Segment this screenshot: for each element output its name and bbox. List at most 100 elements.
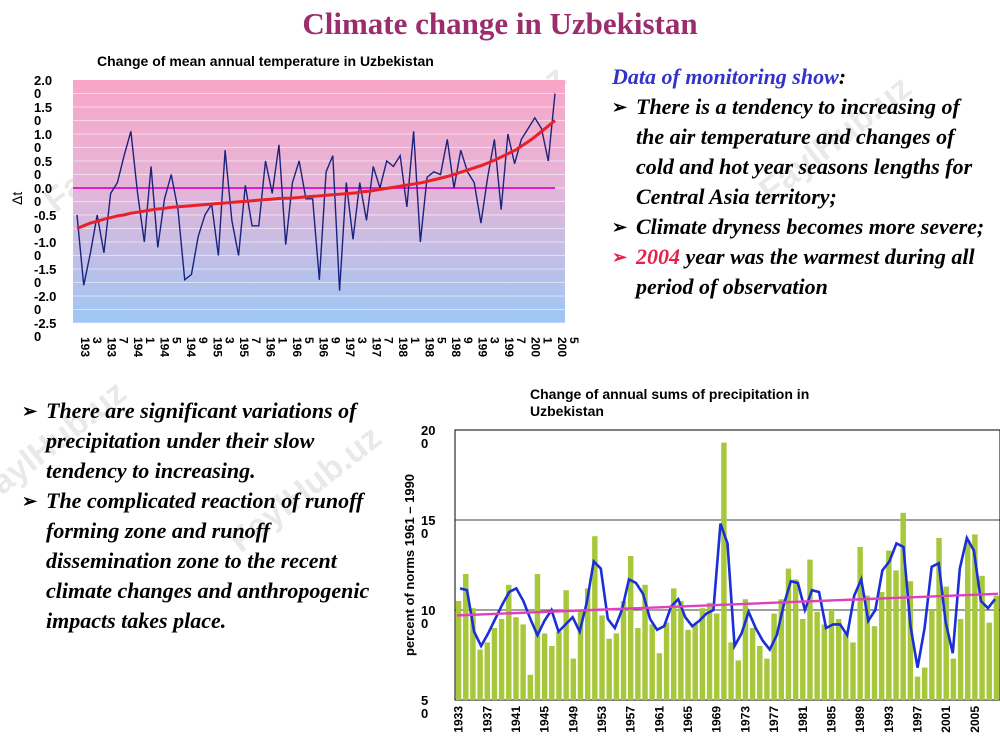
y-tick-label: 1.0 0 xyxy=(34,127,52,155)
y-tick-label: -2.0 0 xyxy=(34,289,56,317)
precipitation-bar xyxy=(893,570,899,700)
precipitation-bar xyxy=(484,642,490,700)
arrow-bullet-icon: ➢ xyxy=(22,401,38,421)
precipitation-bar xyxy=(663,622,670,700)
x-tick-label: 1997 xyxy=(502,337,528,357)
y-tick-label: 2.0 0 xyxy=(34,73,52,101)
x-tick-label: 2001 xyxy=(939,706,953,733)
x-tick-label: 1937 xyxy=(105,337,131,357)
precipitation-bar xyxy=(699,608,706,700)
x-tick-label: 2005 xyxy=(555,337,581,357)
precipitation-bar xyxy=(771,613,777,700)
precipitation-bar xyxy=(527,674,534,700)
monitoring-bullet: ➢ There is a tendency to increasing of th… xyxy=(612,94,973,209)
precipitation-bar xyxy=(986,622,992,700)
precipitation-bar xyxy=(878,592,885,700)
precipitation-bar xyxy=(570,658,577,700)
precipitation-bar xyxy=(900,512,906,700)
precipitation-bar xyxy=(943,586,949,700)
x-tick-label: 1969 xyxy=(710,706,724,733)
x-tick-label: 1957 xyxy=(237,337,263,357)
x-tick-label: 1933 xyxy=(78,337,104,357)
arrow-bullet-icon: ➢ xyxy=(22,491,38,511)
precipitation-bar xyxy=(498,619,505,700)
precipitation-bar xyxy=(843,633,849,700)
precipitation-bar xyxy=(678,601,684,700)
precipitation-bar xyxy=(577,610,584,700)
page-title: Climate change in Uzbekistan xyxy=(302,6,698,41)
precipitation-bar xyxy=(957,619,964,700)
precipitation-bar xyxy=(620,601,627,700)
precipitation-bar xyxy=(757,646,763,700)
precipitation-bar xyxy=(778,599,785,700)
temperature-chart-title: Change of mean annual temperature in Uzb… xyxy=(97,53,434,69)
precipitation-bar xyxy=(656,653,663,700)
x-tick-label: 1953 xyxy=(211,337,237,357)
precipitation-bar xyxy=(463,574,469,700)
precipitation-bar xyxy=(857,547,863,700)
precipitation-bar xyxy=(993,595,1000,700)
precipitation-bar xyxy=(749,628,756,700)
precipitation-bar xyxy=(627,556,634,700)
precipitation-bar xyxy=(592,536,598,700)
precipitation-bar xyxy=(635,628,641,700)
x-tick-label: 1997 xyxy=(911,706,925,733)
y-tick-label: 0.0 0 xyxy=(34,181,52,209)
precipitation-bar xyxy=(950,658,957,700)
y-tick-label: -1.5 0 xyxy=(34,262,56,290)
precipitation-bar xyxy=(714,613,720,700)
precipitation-bar xyxy=(821,624,828,700)
precipitation-bar xyxy=(929,610,935,700)
x-tick-label: 1965 xyxy=(681,706,695,733)
x-tick-label: 1973 xyxy=(343,337,369,357)
y-tick-label: -1.0 0 xyxy=(34,235,56,263)
y-axis-label: Δt xyxy=(9,192,25,205)
precipitation-bar xyxy=(470,608,476,700)
x-tick-label: 1977 xyxy=(370,337,396,357)
precipitation-bar xyxy=(506,584,512,700)
precipitation-bar xyxy=(921,667,928,700)
precipitation-bar xyxy=(814,611,820,700)
x-tick-label: 1969 xyxy=(317,337,343,357)
y-axis-label: percent of norms 1961 – 1990 xyxy=(402,474,417,656)
x-tick-label: 2005 xyxy=(968,706,982,733)
precipitation-bar xyxy=(649,624,655,700)
precipitation-bar xyxy=(828,610,835,700)
x-tick-label: 1949 xyxy=(566,706,580,733)
y-tick-label: 20 0 xyxy=(421,423,435,451)
precipitation-bullet: ➢ The complicated reaction of runoff form… xyxy=(22,488,370,633)
arrow-bullet-icon: ➢ xyxy=(612,97,628,117)
x-tick-label: 1941 xyxy=(509,706,523,733)
arrow-bullet-icon: ➢ xyxy=(612,217,628,237)
precipitation-bar xyxy=(807,559,813,700)
precipitation-bar xyxy=(735,660,741,700)
precipitation-bar xyxy=(800,619,806,700)
x-tick-label: 1933 xyxy=(452,706,466,733)
x-tick-label: 1973 xyxy=(738,706,752,733)
precipitation-bar xyxy=(670,588,677,700)
precipitation-bar xyxy=(706,602,713,700)
precipitation-bar xyxy=(513,617,519,700)
x-tick-label: 1965 xyxy=(290,337,316,357)
temperature-trend-line xyxy=(76,119,556,230)
x-tick-label: 1989 xyxy=(853,706,867,733)
x-tick-label: 1989 xyxy=(449,337,475,357)
x-tick-label: 1981 xyxy=(796,706,810,733)
x-tick-label: 1981 xyxy=(396,337,422,357)
precipitation-bar xyxy=(642,584,648,700)
precipitation-bar xyxy=(972,534,978,700)
x-tick-label: 2001 xyxy=(529,337,555,357)
precipitation-bar xyxy=(599,615,605,700)
precipitation-bar xyxy=(491,628,498,700)
precipitation-bar xyxy=(850,642,856,700)
precipitation-bar xyxy=(792,579,799,700)
precipitation-bar xyxy=(728,642,734,700)
x-tick-label: 1961 xyxy=(652,706,666,733)
precipitation-bar xyxy=(692,624,698,700)
precipitation-bar xyxy=(907,581,914,700)
precipitation-bar xyxy=(835,619,842,700)
precipitation-bar xyxy=(455,601,462,700)
precipitation-bar xyxy=(742,599,749,700)
precipitation-bar xyxy=(864,595,871,700)
